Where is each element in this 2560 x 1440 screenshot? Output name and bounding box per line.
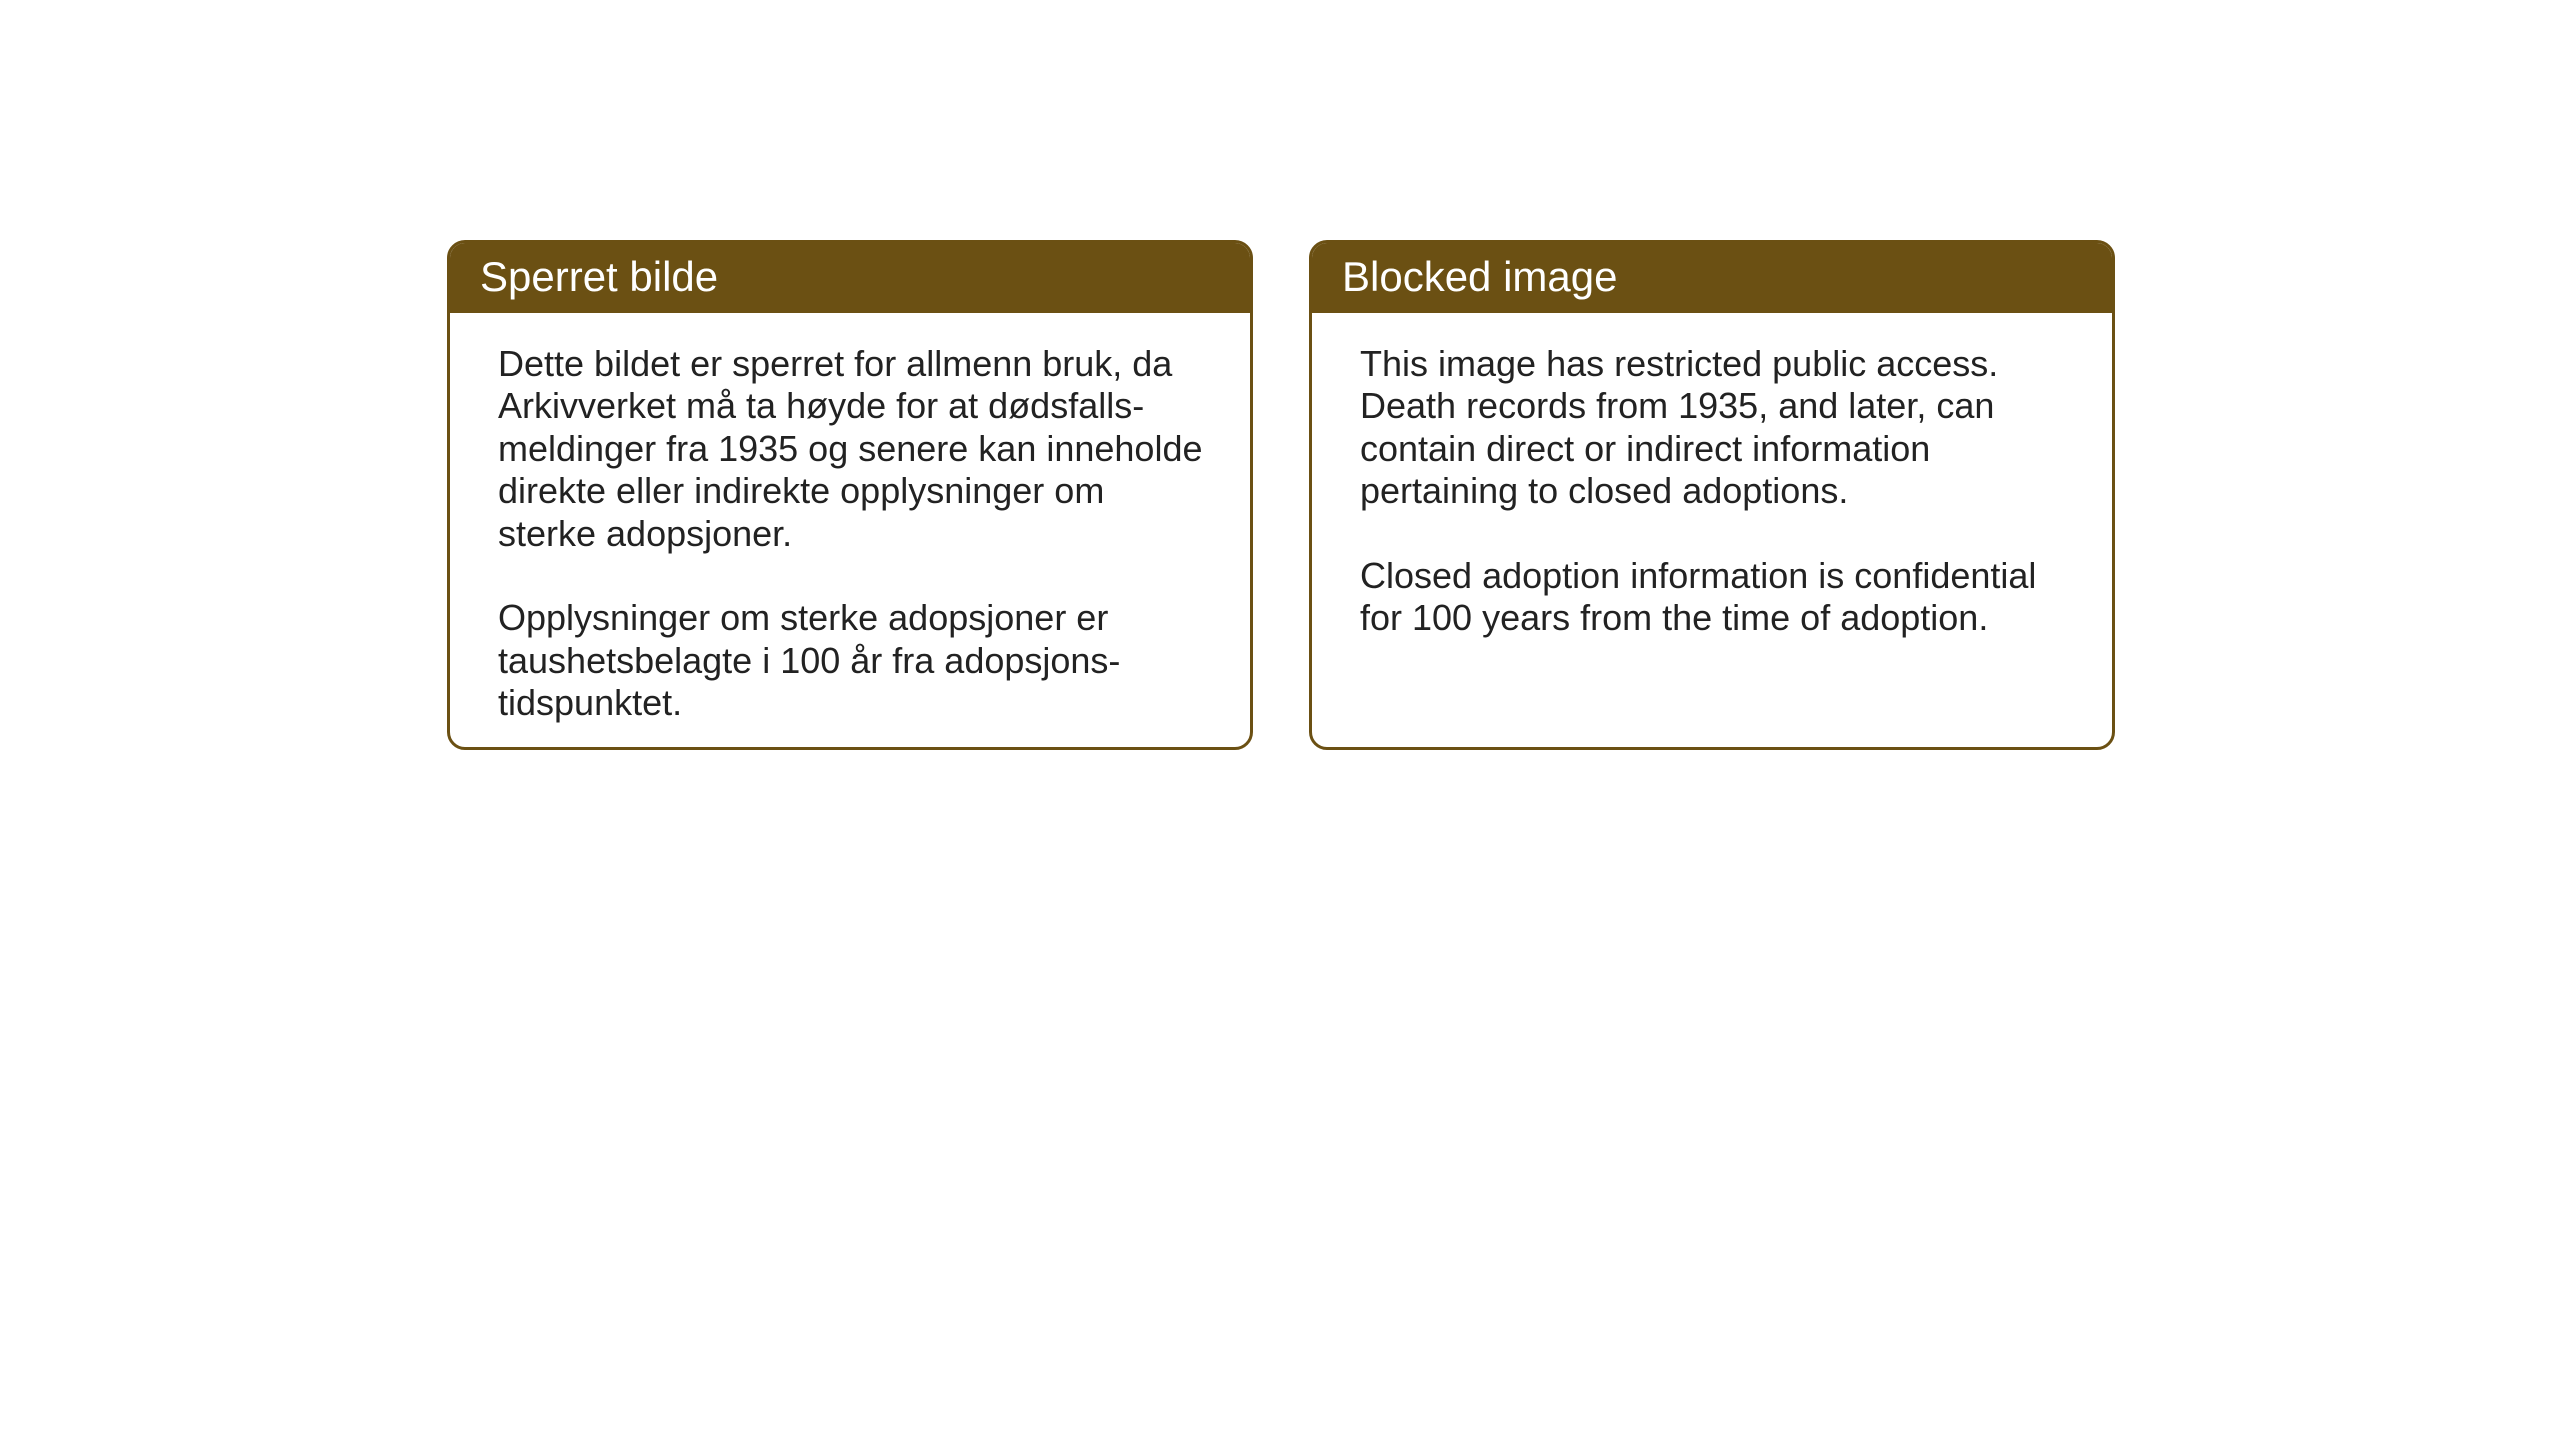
card-norwegian-paragraph-1: Dette bildet er sperret for allmenn bruk…	[498, 343, 1210, 555]
card-english-body: This image has restricted public access.…	[1312, 313, 2112, 670]
card-english-paragraph-1: This image has restricted public access.…	[1360, 343, 2072, 513]
card-norwegian-paragraph-2: Opplysninger om sterke adopsjoner er tau…	[498, 597, 1210, 724]
card-norwegian-title: Sperret bilde	[480, 253, 718, 300]
card-norwegian: Sperret bilde Dette bildet er sperret fo…	[447, 240, 1253, 750]
card-english-header: Blocked image	[1312, 243, 2112, 313]
card-english: Blocked image This image has restricted …	[1309, 240, 2115, 750]
cards-container: Sperret bilde Dette bildet er sperret fo…	[447, 240, 2115, 750]
card-english-title: Blocked image	[1342, 253, 1617, 300]
card-norwegian-body: Dette bildet er sperret for allmenn bruk…	[450, 313, 1250, 750]
card-norwegian-header: Sperret bilde	[450, 243, 1250, 313]
card-english-paragraph-2: Closed adoption information is confident…	[1360, 555, 2072, 640]
